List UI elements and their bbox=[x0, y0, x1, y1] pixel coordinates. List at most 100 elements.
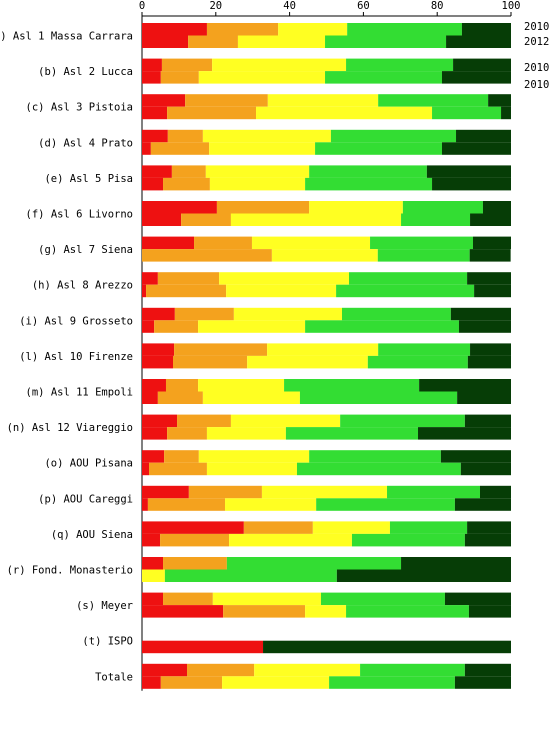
category-label: (e) Asl 5 Pisa bbox=[44, 173, 133, 185]
bar-segment bbox=[305, 320, 459, 333]
bar-segment bbox=[172, 355, 248, 369]
bar-segment bbox=[309, 201, 403, 214]
bar-segment bbox=[309, 450, 441, 463]
bar-segment bbox=[312, 521, 390, 534]
bar-segment bbox=[222, 676, 330, 689]
bar-segment bbox=[468, 605, 511, 618]
bar-segment bbox=[163, 592, 213, 606]
x-tick-label: 40 bbox=[283, 0, 296, 12]
bar-segment bbox=[482, 201, 511, 214]
bar-segment bbox=[330, 129, 457, 143]
bar-segment bbox=[142, 450, 165, 463]
bar-segment bbox=[154, 320, 199, 333]
bar-segment bbox=[225, 498, 317, 511]
bar-segment bbox=[142, 142, 151, 155]
category-label: (l) Asl 10 Firenze bbox=[19, 351, 133, 363]
bar-segment bbox=[237, 35, 326, 48]
bar-segment bbox=[142, 71, 161, 84]
bar-segment bbox=[267, 343, 379, 356]
bar-segment bbox=[336, 569, 511, 582]
bar-segment bbox=[142, 320, 155, 333]
bar-segment bbox=[457, 391, 511, 404]
bar-segment bbox=[256, 106, 433, 120]
bar-segment bbox=[464, 414, 511, 428]
bar-segment bbox=[194, 236, 252, 250]
bar-segment bbox=[454, 498, 511, 511]
bar-segment bbox=[305, 177, 433, 191]
bar-segment bbox=[142, 355, 173, 369]
bar-segment bbox=[247, 355, 368, 369]
bar-segment bbox=[202, 391, 300, 404]
bar-segment bbox=[450, 307, 511, 321]
bar-segment bbox=[142, 391, 158, 404]
bar-segment bbox=[378, 94, 489, 107]
bar-segment bbox=[181, 213, 231, 226]
bar-segment bbox=[142, 521, 244, 534]
bar-segment bbox=[185, 94, 268, 107]
bar-segment bbox=[336, 284, 475, 298]
category-label: (f) Asl 6 Livorno bbox=[26, 209, 133, 221]
bar-segment bbox=[142, 427, 168, 440]
bar-segment bbox=[346, 58, 454, 72]
bar-segment bbox=[488, 94, 511, 107]
bar-segment bbox=[284, 379, 420, 392]
bar-segment bbox=[456, 129, 511, 143]
bar-segment bbox=[340, 414, 465, 428]
bar-segment bbox=[229, 533, 352, 547]
bar-segment bbox=[315, 142, 442, 155]
bar-segment bbox=[142, 177, 164, 191]
bar-segment bbox=[147, 498, 226, 511]
x-tick-label: 100 bbox=[502, 0, 521, 12]
bar-segment bbox=[461, 23, 511, 36]
bar-segment bbox=[309, 165, 427, 178]
bar-segment bbox=[142, 676, 161, 689]
bar-segment bbox=[142, 284, 147, 298]
bar-segment bbox=[285, 427, 419, 440]
bar-segment bbox=[233, 307, 342, 321]
bar-segment bbox=[142, 35, 189, 48]
bar-segment bbox=[401, 213, 471, 226]
bar-segment bbox=[460, 462, 511, 476]
bar-segment bbox=[223, 605, 306, 618]
bar-segment bbox=[251, 236, 371, 250]
bar-segment bbox=[329, 676, 455, 689]
x-tick-label: 0 bbox=[139, 0, 145, 12]
bar-segment bbox=[206, 462, 297, 476]
x-tick-label: 20 bbox=[209, 0, 222, 12]
bar-segment bbox=[402, 201, 483, 214]
category-label: (b) Asl 2 Lucca bbox=[38, 66, 133, 78]
bar-segment bbox=[325, 35, 447, 48]
year-annotation: 2010 bbox=[524, 79, 549, 91]
bar-segment bbox=[157, 391, 203, 404]
bar-segment bbox=[167, 129, 203, 143]
bar-segment bbox=[142, 272, 158, 285]
bar-segment bbox=[157, 272, 220, 285]
bar-segment bbox=[206, 23, 279, 36]
bar-segment bbox=[432, 106, 502, 120]
bar-segment bbox=[146, 284, 227, 298]
bar-segment bbox=[441, 142, 511, 155]
bar-segment bbox=[142, 663, 188, 677]
bar-segment bbox=[206, 427, 286, 440]
bar-segment bbox=[480, 485, 511, 499]
bar-segment bbox=[187, 663, 255, 677]
bar-segment bbox=[160, 533, 230, 547]
bar-segment bbox=[142, 414, 178, 428]
bar-segment bbox=[446, 35, 511, 48]
bar-segment bbox=[299, 391, 458, 404]
x-tick-label: 80 bbox=[431, 0, 444, 12]
bar-segment bbox=[263, 640, 511, 654]
bar-segment bbox=[212, 58, 347, 72]
bar-segment bbox=[142, 605, 224, 618]
bar-segment bbox=[198, 71, 326, 84]
bar-segment bbox=[370, 236, 473, 250]
category-label: (p) AOU Careggi bbox=[38, 493, 133, 505]
bar-segment bbox=[325, 71, 442, 84]
bar-segment bbox=[367, 355, 468, 369]
bar-segment bbox=[142, 307, 175, 321]
bar-segment bbox=[142, 592, 164, 606]
bar-segment bbox=[467, 521, 511, 534]
bar-segment bbox=[320, 592, 445, 606]
bar-segment bbox=[142, 23, 207, 36]
bar-segment bbox=[349, 272, 468, 285]
